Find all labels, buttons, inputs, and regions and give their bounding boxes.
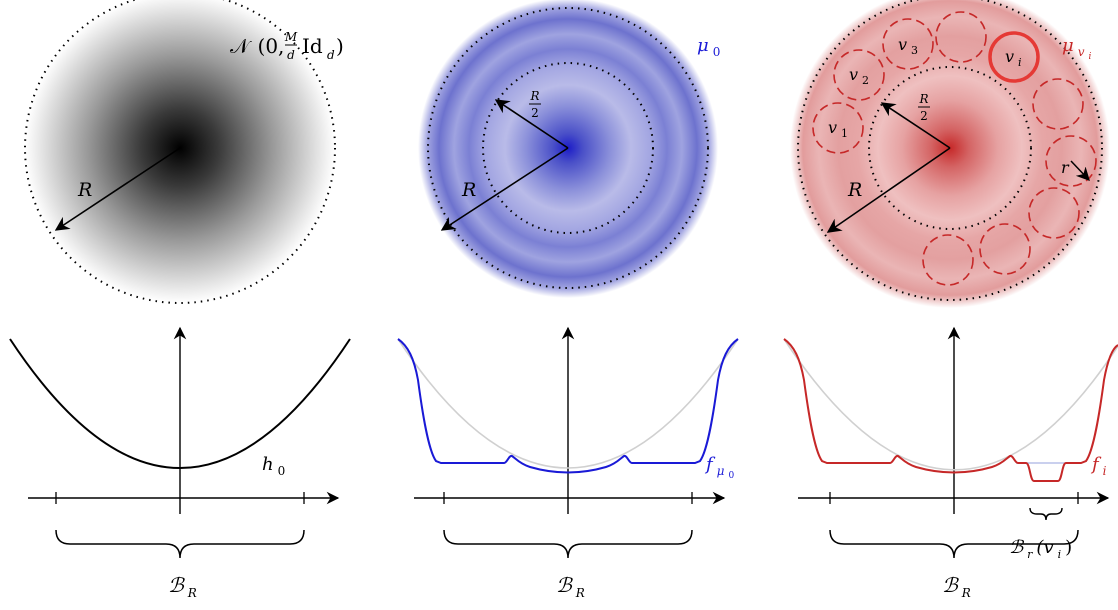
gaussian-disk xyxy=(25,0,335,303)
gaussian-frac-den: d xyxy=(287,48,295,62)
radius-R-arrow xyxy=(54,147,181,231)
radius-R-arrow xyxy=(440,147,569,231)
radius-R-label: R xyxy=(461,179,476,201)
ball-R-label: ℬ R xyxy=(556,573,585,600)
ball-v1 xyxy=(812,102,864,154)
ball-R-brace xyxy=(443,529,693,559)
vi-label: v i xyxy=(1005,47,1022,69)
radius-R-boundary xyxy=(24,0,336,304)
ball-v10 xyxy=(922,234,974,286)
gaussian-frac-num: M xyxy=(284,30,298,44)
h0-reference-curve xyxy=(397,338,739,469)
h0-reference-curve xyxy=(783,338,1118,471)
ball-v2 xyxy=(833,49,885,101)
panel-right: R R 2 v 1 v 2 v 3 v xyxy=(783,0,1118,600)
radius-R-arrow xyxy=(826,147,951,233)
radius-R-boundary xyxy=(797,0,1103,301)
small-radius-label: r xyxy=(1061,158,1070,177)
radius-half-R-boundary xyxy=(868,66,1032,230)
ball-R-label: ℬ R xyxy=(942,573,971,600)
f-mu0-label: f μ 0 xyxy=(704,454,734,481)
mu-vi-label: μ v i xyxy=(1062,35,1091,62)
half-radius-den: 2 xyxy=(531,106,539,120)
ball-v9 xyxy=(979,223,1031,275)
ball-R-brace xyxy=(55,529,305,559)
ball-v7 xyxy=(1045,135,1097,187)
small-radius-arrow xyxy=(1070,160,1090,181)
radius-R-label: R xyxy=(77,179,92,201)
f-mu0-curve xyxy=(397,338,739,474)
gaussian-identity: Id xyxy=(302,34,323,58)
v3-label: v 3 xyxy=(898,35,918,57)
v2-label: v 2 xyxy=(849,65,869,87)
radius-R-label: R xyxy=(847,179,862,201)
h0-curve xyxy=(9,338,351,469)
gaussian-identity-sub: d xyxy=(327,48,335,62)
small-ball-label: ℬ r (v i ) xyxy=(1009,537,1072,562)
f-i-curve xyxy=(783,338,1118,482)
gaussian-label: 𝒩 (0, xyxy=(230,34,284,58)
v1-label: v 1 xyxy=(828,118,848,140)
small-balls xyxy=(812,11,1097,286)
panel-left: R 𝒩 (0, M d Id d ) h 0 ℬ R xyxy=(9,0,351,600)
radius-half-R-boundary xyxy=(482,62,654,234)
f-i-label: f i xyxy=(1090,454,1107,478)
mu0-disk xyxy=(418,0,718,298)
ball-R-brace xyxy=(829,529,1079,559)
half-radius-num: R xyxy=(918,92,928,106)
small-ball-brace xyxy=(1029,507,1063,521)
ball-vi-highlight xyxy=(988,31,1040,83)
radius-R-boundary xyxy=(427,7,709,289)
half-radius-num: R xyxy=(529,89,539,103)
ball-v6 xyxy=(1032,78,1084,130)
ball-v3 xyxy=(882,18,934,70)
panel-middle: R R 2 μ 0 f μ 0 ℬ R xyxy=(397,0,739,600)
ball-R-label: ℬ R xyxy=(168,573,197,600)
mu0-label: μ 0 xyxy=(697,35,720,59)
h0-label: h 0 xyxy=(262,454,285,478)
gaussian-close-paren: ) xyxy=(336,34,344,58)
half-radius-den: 2 xyxy=(920,109,928,123)
radius-half-R-arrow xyxy=(880,102,951,149)
radius-half-R-arrow xyxy=(494,99,569,149)
ball-v4 xyxy=(935,11,987,63)
ball-v8 xyxy=(1028,187,1080,239)
